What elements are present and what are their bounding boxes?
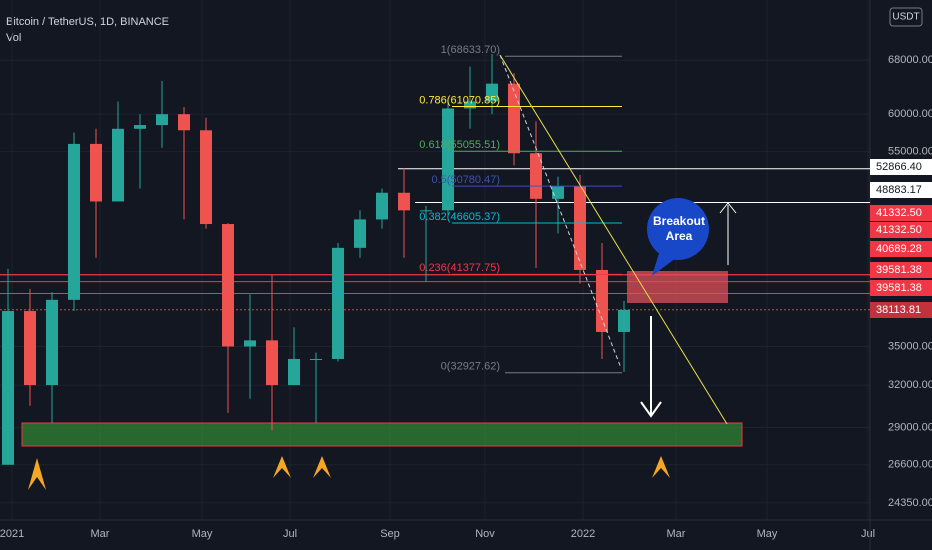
x-tick-label: Jul [861, 528, 875, 540]
candle-body [574, 185, 586, 270]
x-tick-label: Sep [380, 528, 400, 540]
price-label-box [870, 159, 932, 175]
candle-body [354, 219, 366, 248]
price-label: 39581.38 [876, 264, 922, 276]
candle-body [596, 269, 608, 332]
price-label-box [870, 262, 932, 278]
price-label: 48883.17 [876, 184, 922, 196]
candle-body [310, 358, 322, 360]
candle-body [200, 130, 212, 225]
fib-label: 0.786(61070.85) [419, 94, 500, 106]
breakout-zone [627, 271, 728, 303]
candle-body [618, 309, 630, 332]
chart-subtitle: Vol [6, 32, 21, 44]
arrow-head [640, 401, 662, 418]
x-tick-label: Jul [283, 528, 297, 540]
candle-body [398, 192, 410, 211]
candle-body [464, 101, 476, 109]
candle-body [134, 125, 146, 129]
x-tick-label: Mar [667, 528, 686, 540]
candle-body [2, 311, 14, 465]
x-tick-label: 2022 [571, 528, 595, 540]
candle-body [508, 83, 520, 154]
candle-body [376, 192, 388, 220]
candle-body [486, 83, 498, 102]
chart-title: Bitcoin / TetherUS, 1D, BINANCE [6, 16, 169, 28]
fib-label: 0.382(46605.37) [419, 211, 500, 223]
x-tick-label: May [192, 528, 213, 540]
candle-body [244, 340, 256, 347]
fib-label: 0.236(41377.75) [419, 262, 500, 274]
y-tick-label: 35000.00 [888, 340, 932, 352]
candle-body [222, 224, 234, 347]
candle-body [178, 114, 190, 131]
currency-button [889, 7, 923, 27]
candle-body [552, 185, 564, 199]
price-label-box [870, 241, 932, 257]
price-label-box [870, 182, 932, 198]
fib-label: 0(32927.62) [441, 361, 500, 373]
price-label: 40689.28 [876, 243, 922, 255]
candle-body [266, 340, 278, 386]
candle-body [90, 143, 102, 202]
y-tick-label: 29000.00 [888, 421, 932, 433]
candle-body [156, 114, 168, 126]
annotation: Area [666, 229, 693, 243]
y-tick-label: 24350.00 [888, 497, 932, 509]
candle-body [420, 210, 432, 212]
y-tick-label: 32000.00 [888, 379, 932, 391]
y-tick-label: 26600.00 [888, 459, 932, 471]
x-tick-label: Mar [91, 528, 110, 540]
price-label-box [870, 205, 932, 221]
candle-body [332, 247, 344, 359]
price-label: 39581.38 [876, 282, 922, 294]
price-label-box [870, 222, 932, 238]
x-tick-label: 2021 [0, 528, 24, 540]
candle-body [24, 311, 36, 386]
marker [652, 456, 670, 478]
currency-label: USDT [892, 12, 919, 23]
price-label: 41332.50 [876, 224, 922, 236]
y-tick-label: 60000.00 [888, 108, 932, 120]
candle-body [112, 128, 124, 202]
y-tick-label: 68000.00 [888, 54, 932, 66]
trend-line [499, 54, 728, 425]
price-label-box [870, 280, 932, 296]
marker [273, 456, 291, 478]
x-tick-label: Nov [475, 528, 495, 540]
x-tick-label: May [757, 528, 778, 540]
fib-label: 1(68633.70) [441, 44, 500, 56]
candle-body [46, 299, 58, 386]
arrow-head [719, 202, 737, 214]
candle-body [530, 153, 542, 199]
fib-label: 0.618(55055.51) [419, 139, 500, 151]
fib-label: 0.5(50780.47) [432, 174, 501, 186]
candle-body [442, 108, 454, 211]
price-label: 52866.40 [876, 161, 922, 173]
price-label-box [870, 302, 932, 318]
marker [313, 456, 331, 478]
y-tick-label: 55000.00 [888, 146, 932, 158]
candle-body [68, 143, 80, 300]
support-zone [21, 422, 743, 447]
price-label: 38113.81 [876, 304, 921, 316]
marker [28, 458, 46, 490]
candle-body [288, 358, 300, 386]
callout [647, 198, 709, 260]
annotation: Breakout [653, 214, 705, 228]
price-label: 41332.50 [876, 207, 922, 219]
